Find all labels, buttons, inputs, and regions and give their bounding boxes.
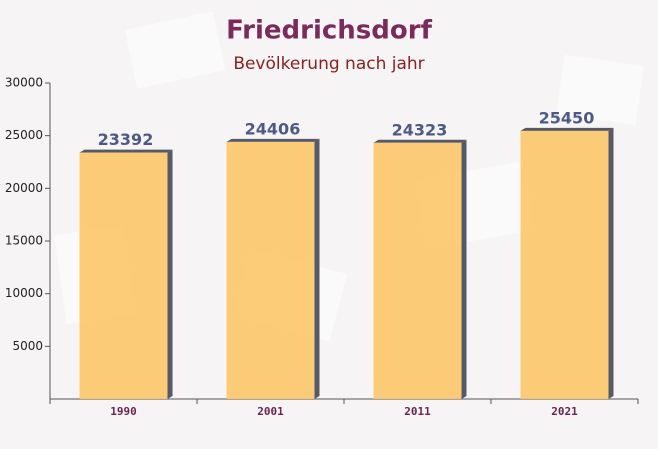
y-tick-label: 5000 xyxy=(12,339,43,353)
bar xyxy=(79,152,168,399)
bar xyxy=(373,142,462,399)
bar-shadow-top xyxy=(79,149,173,153)
chart-title: Friedrichsdorf xyxy=(226,16,433,46)
bar-shadow-top xyxy=(373,139,467,143)
bar-shadow xyxy=(167,149,173,399)
value-label: 24406 xyxy=(245,119,301,138)
value-label: 24323 xyxy=(392,120,448,139)
bar-shadow xyxy=(314,138,320,399)
x-tick-label: 2001 xyxy=(257,405,284,418)
value-label: 23392 xyxy=(98,130,154,149)
chart-subtitle: Bevölkerung nach jahr xyxy=(233,54,424,74)
y-tick-label: 10000 xyxy=(5,286,43,300)
x-tick-label: 2021 xyxy=(551,405,578,418)
y-tick-label: 20000 xyxy=(5,181,43,195)
y-tick-label: 25000 xyxy=(5,128,43,142)
y-tick-label: 30000 xyxy=(5,76,43,90)
bar-shadow-top xyxy=(226,138,320,142)
value-label: 25450 xyxy=(539,108,595,127)
y-tick-label: 15000 xyxy=(5,234,43,248)
bar xyxy=(226,141,315,399)
x-tick-label: 2011 xyxy=(404,405,431,418)
x-tick-label: 1990 xyxy=(110,405,137,418)
bar xyxy=(520,130,609,399)
bar-shadow-top xyxy=(520,127,614,131)
bar-shadow xyxy=(608,127,614,399)
bar-shadow xyxy=(461,139,467,399)
